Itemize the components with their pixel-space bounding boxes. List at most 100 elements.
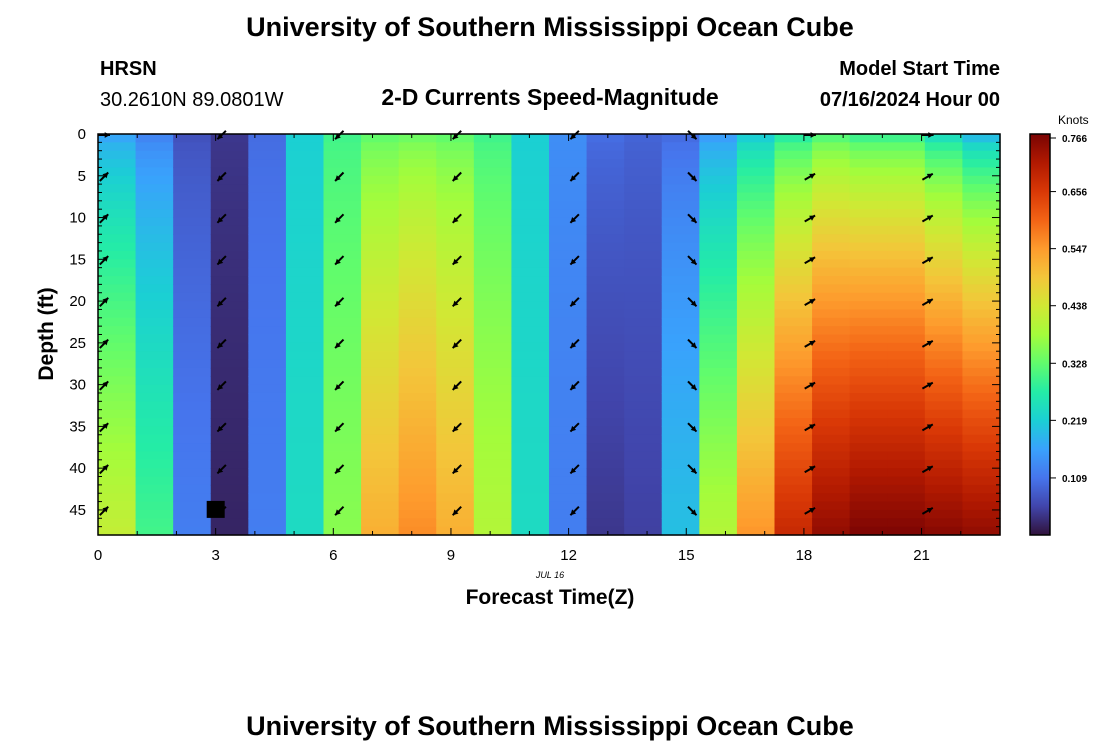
heatmap-cell [699, 518, 738, 528]
heatmap-cell [736, 317, 776, 327]
heatmap-cell [285, 501, 325, 511]
heatmap-cell [812, 518, 851, 528]
heatmap-cell [248, 342, 287, 352]
heatmap-cell [436, 418, 475, 427]
heatmap-cell [849, 200, 888, 210]
current-arrow [451, 255, 462, 266]
heatmap-cell [924, 159, 964, 169]
heatmap-cell [173, 217, 212, 227]
heatmap-cell [736, 209, 776, 219]
heatmap-cell [812, 351, 851, 361]
colorbar-tick-label: 0.766 [1062, 134, 1087, 145]
heatmap-cell [849, 192, 888, 202]
heatmap-cell [285, 451, 325, 461]
heatmap-area [98, 134, 1001, 536]
heatmap-cell [586, 484, 625, 494]
heatmap-cell [135, 259, 174, 269]
y-tick-label: 45 [69, 502, 86, 519]
colorbar [1029, 133, 1051, 536]
heatmap-cell [173, 292, 212, 302]
heatmap-cell [173, 150, 212, 160]
heatmap-cell [135, 334, 174, 344]
heatmap-cell [812, 326, 851, 336]
heatmap-cell [624, 484, 663, 494]
heatmap-cell [774, 192, 813, 202]
current-arrow [921, 340, 934, 348]
heatmap-cell [661, 526, 700, 536]
heatmap-cell [98, 317, 137, 327]
heatmap-cell [736, 326, 776, 336]
heatmap-cell [887, 392, 926, 402]
heatmap-cell [98, 284, 137, 294]
heatmap-cell [736, 184, 776, 194]
heatmap-cell [173, 526, 212, 536]
heatmap-cell [210, 493, 249, 503]
current-arrow [687, 338, 698, 349]
colorbar-ticks: 0.766 0.656 0.547 0.438 0.328 0.219 0.109 [1050, 134, 1087, 485]
heatmap-cell [586, 326, 625, 336]
heatmap-cell [361, 468, 400, 478]
heatmap-cell [473, 384, 513, 394]
heatmap-cell [173, 509, 212, 519]
heatmap-cell [323, 443, 362, 453]
heatmap-cell [473, 434, 513, 444]
heatmap-cell [849, 134, 888, 143]
heatmap-cell [774, 509, 813, 519]
heatmap-cell [323, 526, 362, 536]
heatmap-cell [661, 159, 700, 169]
heatmap-cell [473, 250, 513, 260]
heatmap-cell [473, 426, 513, 436]
heatmap-cell [135, 384, 174, 394]
heatmap-cell [361, 434, 400, 444]
heatmap-cell [962, 259, 1001, 269]
heatmap-cell [135, 451, 174, 461]
heatmap-cell [849, 359, 888, 369]
heatmap-cell [887, 426, 926, 436]
heatmap-cell [98, 342, 137, 352]
heatmap-cell [511, 426, 550, 436]
heatmap-cell [962, 184, 1001, 194]
heatmap-cell [285, 326, 325, 336]
heatmap-cell [248, 526, 287, 536]
heatmap-cell [624, 501, 663, 511]
heatmap-cell [361, 142, 400, 152]
heatmap-cell [586, 451, 625, 461]
heatmap-cell [549, 267, 588, 277]
heatmap-cell [736, 459, 776, 469]
x-tick-label: 3 [211, 547, 219, 564]
heatmap-cell [210, 426, 249, 436]
heatmap-cell [511, 342, 550, 352]
heatmap-cell [736, 192, 776, 202]
current-arrow [687, 297, 698, 308]
heatmap-cell [361, 342, 400, 352]
heatmap-cell [436, 526, 475, 536]
x-tick-label: 0 [94, 547, 102, 564]
heatmap-cell [173, 317, 212, 327]
current-arrow [216, 297, 227, 308]
current-arrow [687, 422, 698, 433]
heatmap-cell [398, 476, 437, 486]
heatmap-cell [511, 259, 550, 269]
heatmap-cell [962, 426, 1001, 436]
heatmap-cell [361, 518, 400, 528]
heatmap-cell [849, 284, 888, 294]
heatmap-cell [323, 301, 362, 311]
heatmap-cell [586, 493, 625, 503]
heatmap-cell [436, 309, 475, 319]
heatmap-cell [549, 409, 588, 419]
heatmap-cell [473, 175, 513, 185]
heatmap-cell [323, 150, 362, 160]
heatmap-cell [736, 276, 776, 285]
heatmap-cell [774, 501, 813, 511]
heatmap-cell [849, 451, 888, 461]
heatmap-cell [98, 459, 137, 469]
heatmap-cell [135, 292, 174, 302]
heatmap-cell [812, 242, 851, 252]
heatmap-cell [924, 301, 964, 311]
current-arrow [334, 380, 345, 391]
heatmap-cell [699, 134, 738, 143]
heatmap-cell [173, 225, 212, 235]
heatmap-cell [248, 200, 287, 210]
heatmap-cell [361, 159, 400, 169]
heatmap-cell [624, 192, 663, 202]
